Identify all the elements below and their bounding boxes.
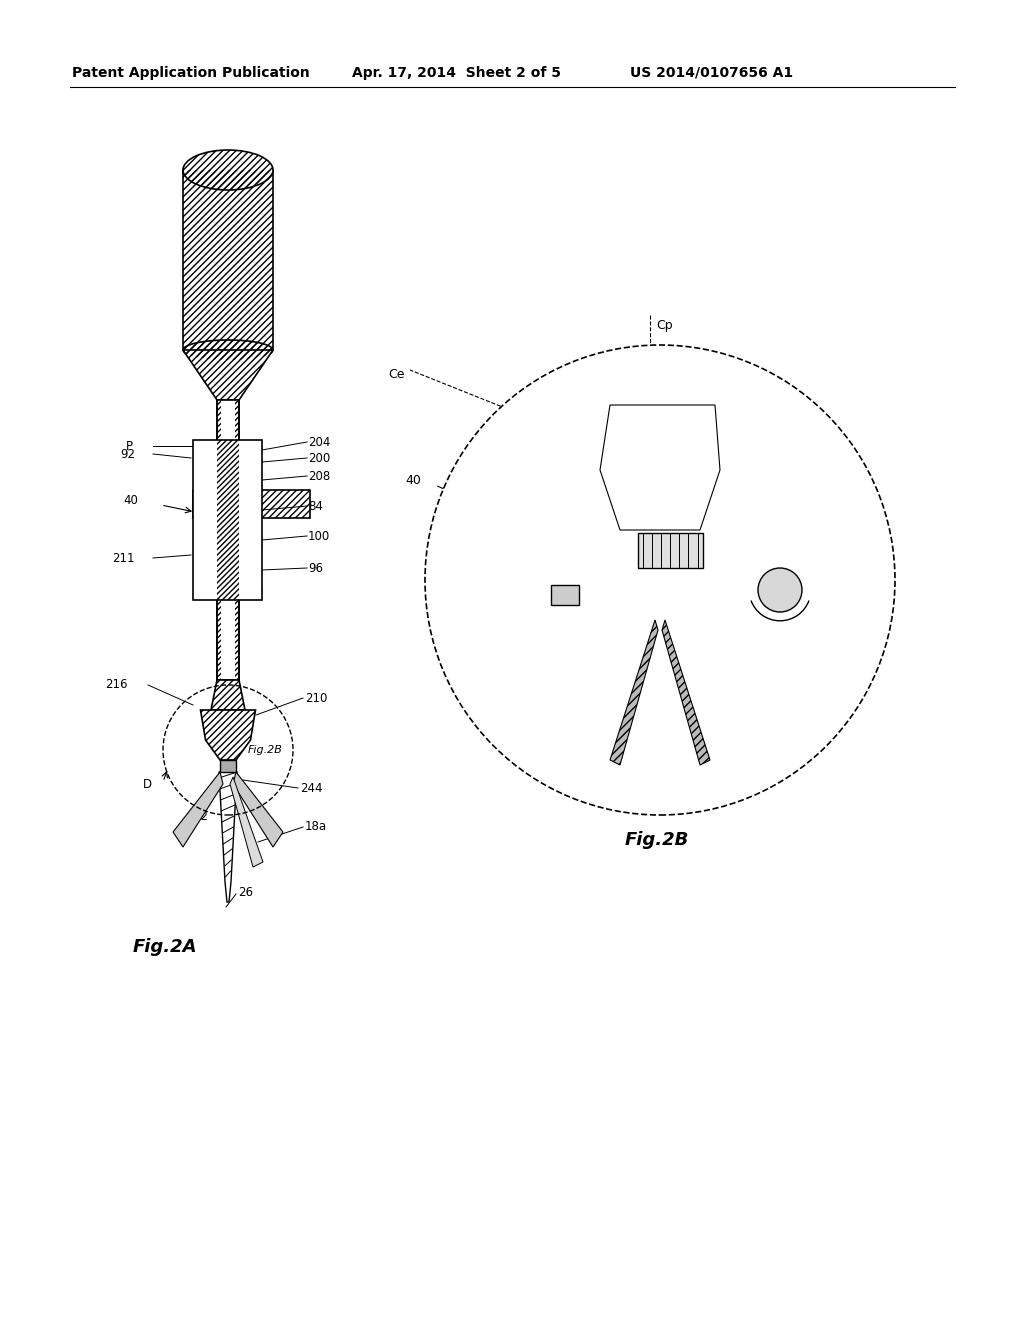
Text: P: P [126, 440, 133, 453]
Circle shape [425, 345, 895, 814]
Text: 22: 22 [580, 619, 595, 631]
Polygon shape [233, 772, 283, 847]
Text: Apr. 17, 2014  Sheet 2 of 5: Apr. 17, 2014 Sheet 2 of 5 [352, 66, 561, 81]
Polygon shape [183, 170, 273, 350]
Polygon shape [193, 490, 310, 517]
Text: 18a: 18a [305, 821, 327, 833]
Text: 244: 244 [300, 781, 323, 795]
Bar [220, 760, 236, 772]
Text: Ce: Ce [388, 368, 406, 381]
Text: 26: 26 [238, 886, 253, 899]
Text: D1: D1 [635, 619, 651, 631]
Polygon shape [662, 620, 710, 766]
Text: Cp: Cp [656, 318, 673, 331]
Text: 212: 212 [503, 469, 525, 482]
Text: 100: 100 [308, 529, 331, 543]
Text: 19: 19 [580, 668, 595, 681]
Text: Fig.2A: Fig.2A [133, 939, 198, 956]
Text: 84: 84 [308, 499, 323, 512]
Bar [638, 532, 702, 568]
Text: 92: 92 [120, 447, 135, 461]
Text: Fig.2B: Fig.2B [625, 832, 689, 849]
Polygon shape [610, 620, 658, 766]
Text: 216: 216 [508, 424, 530, 437]
Text: D: D [143, 779, 153, 792]
Text: 208: 208 [308, 470, 331, 483]
Circle shape [758, 568, 802, 612]
Polygon shape [217, 400, 239, 680]
Text: 204: 204 [308, 436, 331, 449]
Text: 40: 40 [406, 474, 421, 487]
Text: R: R [768, 479, 777, 491]
Text: 26: 26 [665, 748, 680, 762]
Polygon shape [600, 405, 720, 531]
Text: 211: 211 [113, 552, 135, 565]
Text: US 2014/0107656 A1: US 2014/0107656 A1 [630, 66, 794, 81]
Polygon shape [219, 772, 237, 902]
Text: 18a: 18a [758, 681, 780, 694]
Text: 96: 96 [308, 561, 323, 574]
Text: 210: 210 [305, 692, 328, 705]
Ellipse shape [183, 150, 273, 190]
Text: θ: θ [623, 403, 633, 417]
Text: D2: D2 [640, 723, 656, 737]
Text: 220: 220 [807, 614, 829, 627]
Ellipse shape [183, 341, 273, 360]
Polygon shape [201, 710, 256, 760]
Polygon shape [173, 772, 223, 847]
Text: Patent Application Publication: Patent Application Publication [72, 66, 309, 81]
Text: 216: 216 [105, 678, 128, 692]
Text: 244: 244 [487, 583, 510, 597]
Polygon shape [211, 680, 245, 710]
Text: 240: 240 [810, 553, 833, 566]
Text: 22: 22 [193, 810, 208, 824]
Text: 40: 40 [123, 494, 138, 507]
Polygon shape [183, 350, 273, 400]
Polygon shape [230, 777, 263, 867]
Text: 200: 200 [308, 451, 331, 465]
Polygon shape [570, 380, 755, 560]
Bar [193, 440, 262, 601]
Bar [551, 585, 579, 605]
Text: Fig.2B: Fig.2B [248, 744, 283, 755]
Text: 218: 218 [545, 648, 567, 661]
